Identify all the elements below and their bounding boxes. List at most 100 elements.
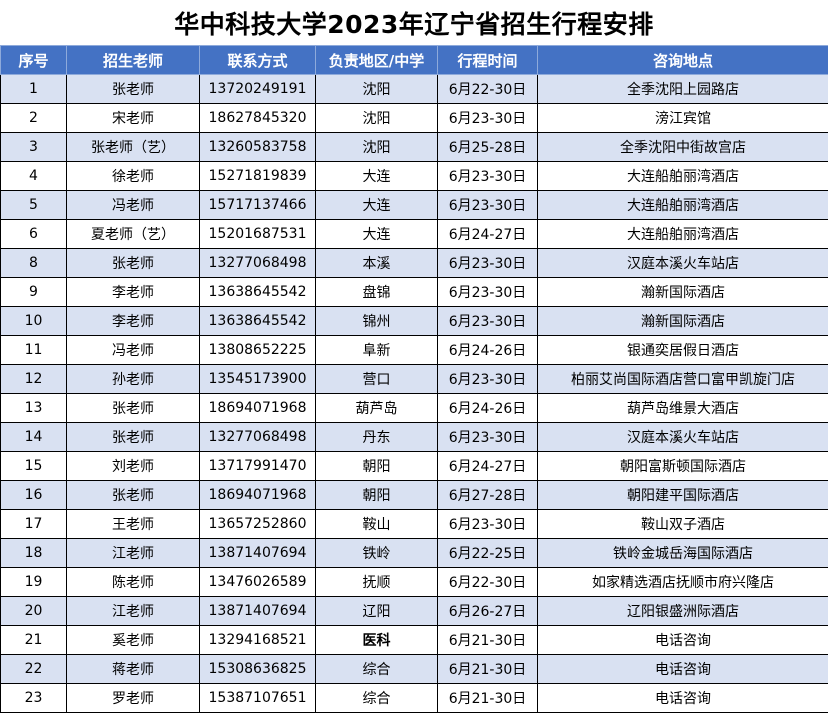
table-header-row: 序号 招生老师 联系方式 负责地区/中学 行程时间 咨询地点 xyxy=(0,45,828,75)
cell-region: 辽阳 xyxy=(315,596,438,626)
cell-region: 阜新 xyxy=(315,335,438,365)
cell-region: 沈阳 xyxy=(315,74,438,104)
cell-region: 大连 xyxy=(315,190,438,220)
cell-contact: 13720249191 xyxy=(199,74,316,104)
cell-index: 14 xyxy=(0,422,67,452)
cell-region: 医科 xyxy=(315,625,438,655)
table-row: 18 江老师 13871407694 铁岭 6月22-25日 铁岭金城岳海国际酒店 xyxy=(0,538,828,568)
cell-location: 电话咨询 xyxy=(537,654,828,684)
table-row: 17 王老师 13657252860 鞍山 6月23-30日 鞍山双子酒店 xyxy=(0,509,828,539)
cell-contact: 18694071968 xyxy=(199,393,316,423)
cell-location: 瀚新国际酒店 xyxy=(537,277,828,307)
header-region: 负责地区/中学 xyxy=(315,45,438,75)
cell-location: 朝阳富斯顿国际酒店 xyxy=(537,451,828,481)
cell-teacher: 冯老师 xyxy=(66,190,200,220)
cell-schedule: 6月23-30日 xyxy=(437,248,538,278)
cell-schedule: 6月23-30日 xyxy=(437,364,538,394)
header-contact: 联系方式 xyxy=(199,45,316,75)
cell-contact: 13871407694 xyxy=(199,596,316,626)
header-location: 咨询地点 xyxy=(537,45,828,75)
cell-contact: 15717137466 xyxy=(199,190,316,220)
cell-contact: 15308636825 xyxy=(199,654,316,684)
table-row: 12 孙老师 13545173900 营口 6月23-30日 柏丽艾尚国际酒店营口富甲凯旋… xyxy=(0,364,828,394)
cell-region: 沈阳 xyxy=(315,103,438,133)
cell-contact: 13277068498 xyxy=(199,422,316,452)
cell-schedule: 6月24-26日 xyxy=(437,393,538,423)
cell-region: 丹东 xyxy=(315,422,438,452)
cell-index: 3 xyxy=(0,132,67,162)
cell-index: 16 xyxy=(0,480,67,510)
cell-location: 全季沈阳上园路店 xyxy=(537,74,828,104)
cell-contact: 13476026589 xyxy=(199,567,316,597)
cell-schedule: 6月23-30日 xyxy=(437,306,538,336)
cell-location: 汉庭本溪火车站店 xyxy=(537,248,828,278)
table-body: 1 张老师 13720249191 沈阳 6月22-30日 全季沈阳上园路店 2 宋老师 186… xyxy=(0,74,828,713)
cell-teacher: 李老师 xyxy=(66,277,200,307)
cell-schedule: 6月27-28日 xyxy=(437,480,538,510)
cell-location: 汉庭本溪火车站店 xyxy=(537,422,828,452)
cell-teacher: 张老师 xyxy=(66,393,200,423)
cell-index: 12 xyxy=(0,364,67,394)
cell-schedule: 6月24-27日 xyxy=(437,219,538,249)
cell-location: 电话咨询 xyxy=(537,683,828,713)
cell-index: 17 xyxy=(0,509,67,539)
cell-schedule: 6月23-30日 xyxy=(437,422,538,452)
table-row: 4 徐老师 15271819839 大连 6月23-30日 大连船舶丽湾酒店 xyxy=(0,161,828,191)
cell-index: 18 xyxy=(0,538,67,568)
cell-index: 20 xyxy=(0,596,67,626)
cell-index: 19 xyxy=(0,567,67,597)
cell-teacher: 徐老师 xyxy=(66,161,200,191)
cell-index: 13 xyxy=(0,393,67,423)
cell-location: 大连船舶丽湾酒店 xyxy=(537,219,828,249)
table-row: 22 蒋老师 15308636825 综合 6月21-30日 电话咨询 xyxy=(0,654,828,684)
cell-contact: 13871407694 xyxy=(199,538,316,568)
cell-schedule: 6月23-30日 xyxy=(437,190,538,220)
cell-teacher: 张老师 xyxy=(66,422,200,452)
cell-teacher: 陈老师 xyxy=(66,567,200,597)
cell-index: 23 xyxy=(0,683,67,713)
cell-teacher: 宋老师 xyxy=(66,103,200,133)
cell-contact: 13717991470 xyxy=(199,451,316,481)
cell-teacher: 张老师 xyxy=(66,248,200,278)
cell-contact: 15271819839 xyxy=(199,161,316,191)
cell-location: 朝阳建平国际酒店 xyxy=(537,480,828,510)
table-row: 11 冯老师 13808652225 阜新 6月24-26日 银通奕居假日酒店 xyxy=(0,335,828,365)
table-row: 16 张老师 18694071968 朝阳 6月27-28日 朝阳建平国际酒店 xyxy=(0,480,828,510)
cell-location: 大连船舶丽湾酒店 xyxy=(537,161,828,191)
table-row: 9 李老师 13638645542 盘锦 6月23-30日 瀚新国际酒店 xyxy=(0,277,828,307)
cell-schedule: 6月23-30日 xyxy=(437,103,538,133)
cell-contact: 13657252860 xyxy=(199,509,316,539)
cell-region: 鞍山 xyxy=(315,509,438,539)
table-row: 19 陈老师 13476026589 抚顺 6月22-30日 如家精选酒店抚顺市府兴隆店 xyxy=(0,567,828,597)
cell-index: 15 xyxy=(0,451,67,481)
cell-index: 8 xyxy=(0,248,67,278)
cell-location: 柏丽艾尚国际酒店营口富甲凯旋门店 xyxy=(537,364,828,394)
cell-teacher: 罗老师 xyxy=(66,683,200,713)
cell-schedule: 6月23-30日 xyxy=(437,277,538,307)
cell-schedule: 6月24-26日 xyxy=(437,335,538,365)
cell-schedule: 6月22-30日 xyxy=(437,567,538,597)
cell-region: 朝阳 xyxy=(315,480,438,510)
cell-schedule: 6月25-28日 xyxy=(437,132,538,162)
cell-index: 11 xyxy=(0,335,67,365)
cell-index: 10 xyxy=(0,306,67,336)
table-row: 1 张老师 13720249191 沈阳 6月22-30日 全季沈阳上园路店 xyxy=(0,74,828,104)
cell-teacher: 江老师 xyxy=(66,596,200,626)
cell-region: 综合 xyxy=(315,683,438,713)
cell-teacher: 张老师 xyxy=(66,74,200,104)
cell-teacher: 张老师（艺） xyxy=(66,132,200,162)
cell-teacher: 刘老师 xyxy=(66,451,200,481)
cell-location: 大连船舶丽湾酒店 xyxy=(537,190,828,220)
cell-schedule: 6月24-27日 xyxy=(437,451,538,481)
table-row: 14 张老师 13277068498 丹东 6月23-30日 汉庭本溪火车站店 xyxy=(0,422,828,452)
cell-contact: 13638645542 xyxy=(199,277,316,307)
schedule-table: 序号 招生老师 联系方式 负责地区/中学 行程时间 咨询地点 1 张老师 13720… xyxy=(0,45,828,713)
cell-index: 9 xyxy=(0,277,67,307)
cell-region: 大连 xyxy=(315,161,438,191)
page-title: 华中科技大学2023年辽宁省招生行程安排 xyxy=(174,9,654,39)
header-teacher: 招生老师 xyxy=(66,45,200,75)
cell-index: 1 xyxy=(0,74,67,104)
cell-location: 滂江宾馆 xyxy=(537,103,828,133)
cell-location: 全季沈阳中街故宫店 xyxy=(537,132,828,162)
cell-location: 葫芦岛维景大酒店 xyxy=(537,393,828,423)
